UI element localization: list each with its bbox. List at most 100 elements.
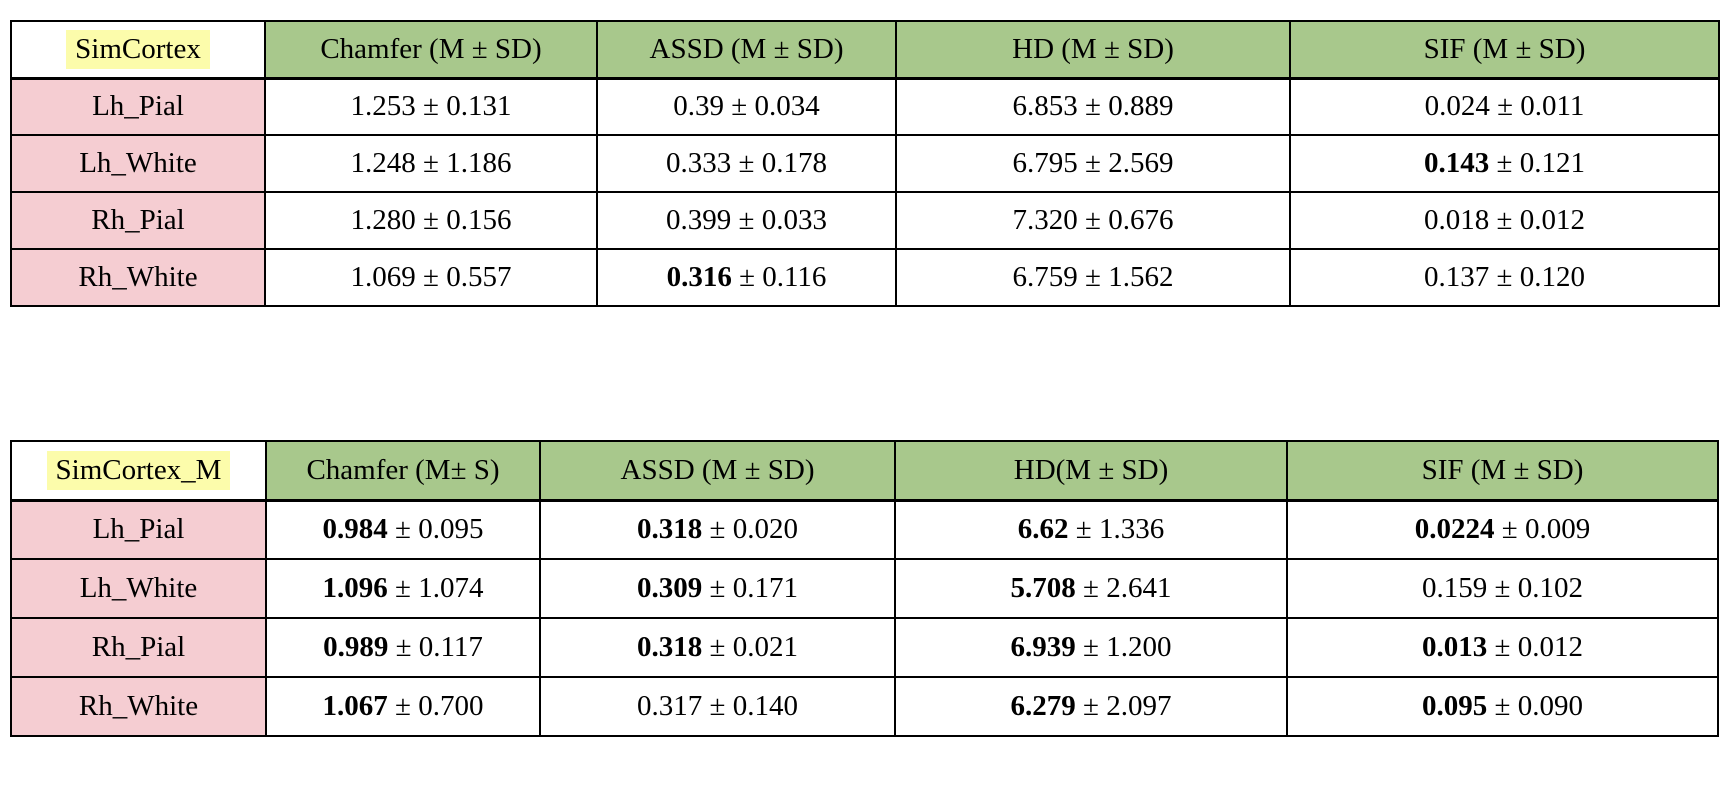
table-row: Rh_White 1.067 ± 0.700 0.317 ± 0.140 6.279 … bbox=[10, 676, 1719, 737]
sd-value: ± 0.156 bbox=[415, 204, 512, 236]
mean-value: 0.018 bbox=[1424, 204, 1490, 236]
table-row: Lh_Pial 0.984 ± 0.095 0.318 ± 0.020 6.62 ± … bbox=[10, 499, 1719, 560]
row-label: Rh_Pial bbox=[10, 191, 266, 250]
metric-cell: 0.095 ± 0.090 bbox=[1286, 676, 1719, 737]
sd-value: ± 2.641 bbox=[1075, 572, 1172, 604]
row-label: Rh_Pial bbox=[10, 617, 267, 678]
metric-cell: 0.013 ± 0.012 bbox=[1286, 617, 1719, 678]
mean-value: 6.62 bbox=[1017, 513, 1069, 546]
sd-value: ± 0.120 bbox=[1489, 261, 1585, 293]
mean-value: 6.759 bbox=[1012, 261, 1078, 293]
metric-cell: 6.759 ± 1.562 bbox=[895, 248, 1291, 307]
sd-value: ± 0.557 bbox=[415, 261, 512, 293]
mean-value: 5.708 bbox=[1010, 572, 1076, 604]
sd-value: ± 0.012 bbox=[1487, 631, 1583, 663]
metric-cell: 0.318 ± 0.020 bbox=[539, 499, 896, 560]
sd-value: ± 0.116 bbox=[731, 261, 827, 293]
sd-value: ± 0.020 bbox=[702, 513, 798, 546]
sd-value: ± 0.011 bbox=[1489, 90, 1585, 123]
metric-cell: 1.069 ± 0.557 bbox=[264, 248, 598, 307]
mean-value: 0.989 bbox=[323, 631, 389, 663]
sd-value: ± 0.034 bbox=[724, 90, 820, 123]
sd-value: ± 0.009 bbox=[1494, 513, 1591, 546]
sd-value: ± 0.676 bbox=[1077, 204, 1174, 236]
mean-value: 0.309 bbox=[637, 572, 703, 604]
row-label: Lh_White bbox=[10, 134, 266, 193]
metric-cell: 6.939 ± 1.200 bbox=[894, 617, 1288, 678]
metric-cell: 0.018 ± 0.012 bbox=[1289, 191, 1720, 250]
mean-value: 1.069 bbox=[350, 261, 416, 293]
sd-value: ± 2.569 bbox=[1077, 147, 1174, 179]
sd-value: ± 0.171 bbox=[702, 572, 798, 604]
mean-value: 0.316 bbox=[666, 261, 732, 293]
mean-value: 0.318 bbox=[637, 513, 703, 546]
metric-cell: 1.096 ± 1.074 bbox=[265, 558, 541, 619]
mean-value: 0.013 bbox=[1422, 631, 1488, 663]
row-label: Lh_Pial bbox=[10, 77, 266, 136]
sd-value: ± 0.121 bbox=[1489, 147, 1585, 179]
row-label: Lh_Pial bbox=[10, 499, 267, 560]
column-header: HD (M ± SD) bbox=[895, 20, 1291, 80]
sd-value: ± 0.889 bbox=[1077, 90, 1174, 123]
sd-value: ± 0.012 bbox=[1489, 204, 1585, 236]
table-title-cell: SimCortex_M bbox=[10, 440, 267, 502]
mean-value: 6.279 bbox=[1010, 690, 1076, 722]
sd-value: ± 0.178 bbox=[731, 147, 827, 179]
metric-cell: 6.795 ± 2.569 bbox=[895, 134, 1291, 193]
mean-value: 1.248 bbox=[350, 147, 416, 179]
mean-value: 0.399 bbox=[666, 204, 732, 236]
sd-value: ± 0.102 bbox=[1487, 572, 1583, 604]
metric-cell: 0.137 ± 0.120 bbox=[1289, 248, 1720, 307]
sd-value: ± 1.562 bbox=[1077, 261, 1174, 293]
table-row: Lh_White 1.248 ± 1.186 0.333 ± 0.178 6.795 … bbox=[10, 134, 1720, 193]
mean-value: 0.984 bbox=[322, 513, 388, 546]
table-title: SimCortex bbox=[66, 29, 210, 69]
metric-cell: 0.39 ± 0.034 bbox=[596, 77, 897, 136]
mean-value: 0.39 bbox=[673, 90, 725, 123]
metric-cell: 0.143 ± 0.121 bbox=[1289, 134, 1720, 193]
sd-value: ± 0.021 bbox=[702, 631, 798, 663]
table-row: Lh_White 1.096 ± 1.074 0.309 ± 0.171 5.708 … bbox=[10, 558, 1719, 619]
mean-value: 1.280 bbox=[350, 204, 416, 236]
sd-value: ± 0.090 bbox=[1487, 690, 1583, 722]
column-header: Chamfer (M ± SD) bbox=[264, 20, 598, 80]
table-row: Lh_Pial 1.253 ± 0.131 0.39 ± 0.034 6.853 ± … bbox=[10, 77, 1720, 136]
simcortex-table: SimCortex Chamfer (M ± SD) ASSD (M ± SD) H… bbox=[10, 20, 1720, 307]
table-row: Rh_Pial 1.280 ± 0.156 0.399 ± 0.033 7.320 ±… bbox=[10, 191, 1720, 250]
simcortex-m-table: SimCortex_M Chamfer (M± S) ASSD (M ± SD) H… bbox=[10, 440, 1719, 737]
metric-cell: 0.318 ± 0.021 bbox=[539, 617, 896, 678]
header-row: SimCortex_M Chamfer (M± S) ASSD (M ± SD) H… bbox=[10, 440, 1719, 502]
metric-cell: 0.399 ± 0.033 bbox=[596, 191, 897, 250]
metric-cell: 1.280 ± 0.156 bbox=[264, 191, 598, 250]
metric-cell: 0.989 ± 0.117 bbox=[265, 617, 541, 678]
metric-cell: 0.316 ± 0.116 bbox=[596, 248, 897, 307]
mean-value: 6.939 bbox=[1010, 631, 1076, 663]
metric-cell: 0.333 ± 0.178 bbox=[596, 134, 897, 193]
sd-value: ± 2.097 bbox=[1075, 690, 1172, 722]
row-label: Lh_White bbox=[10, 558, 267, 619]
sd-value: ± 0.131 bbox=[415, 90, 512, 123]
mean-value: 7.320 bbox=[1012, 204, 1078, 236]
mean-value: 0.137 bbox=[1424, 261, 1490, 293]
mean-value: 6.853 bbox=[1012, 90, 1078, 123]
metric-cell: 0.0224 ± 0.009 bbox=[1286, 499, 1719, 560]
sd-value: ± 1.186 bbox=[415, 147, 512, 179]
sd-value: ± 0.117 bbox=[388, 631, 483, 663]
sd-value: ± 0.033 bbox=[731, 204, 827, 236]
metric-cell: 6.62 ± 1.336 bbox=[894, 499, 1288, 560]
sd-value: ± 0.140 bbox=[702, 690, 798, 722]
sd-value: ± 1.074 bbox=[387, 572, 484, 604]
metric-cell: 1.067 ± 0.700 bbox=[265, 676, 541, 737]
table-row: Rh_Pial 0.989 ± 0.117 0.318 ± 0.021 6.939 ±… bbox=[10, 617, 1719, 678]
sd-value: ± 1.200 bbox=[1075, 631, 1172, 663]
column-header: Chamfer (M± S) bbox=[265, 440, 541, 502]
mean-value: 6.795 bbox=[1012, 147, 1078, 179]
metric-cell: 6.279 ± 2.097 bbox=[894, 676, 1288, 737]
sd-value: ± 0.700 bbox=[387, 690, 484, 722]
metric-cell: 1.253 ± 0.131 bbox=[264, 77, 598, 136]
column-header: SIF (M ± SD) bbox=[1286, 440, 1719, 502]
table-body: Lh_Pial 0.984 ± 0.095 0.318 ± 0.020 6.62 ± … bbox=[10, 499, 1719, 737]
metric-cell: 7.320 ± 0.676 bbox=[895, 191, 1291, 250]
mean-value: 1.067 bbox=[322, 690, 388, 722]
